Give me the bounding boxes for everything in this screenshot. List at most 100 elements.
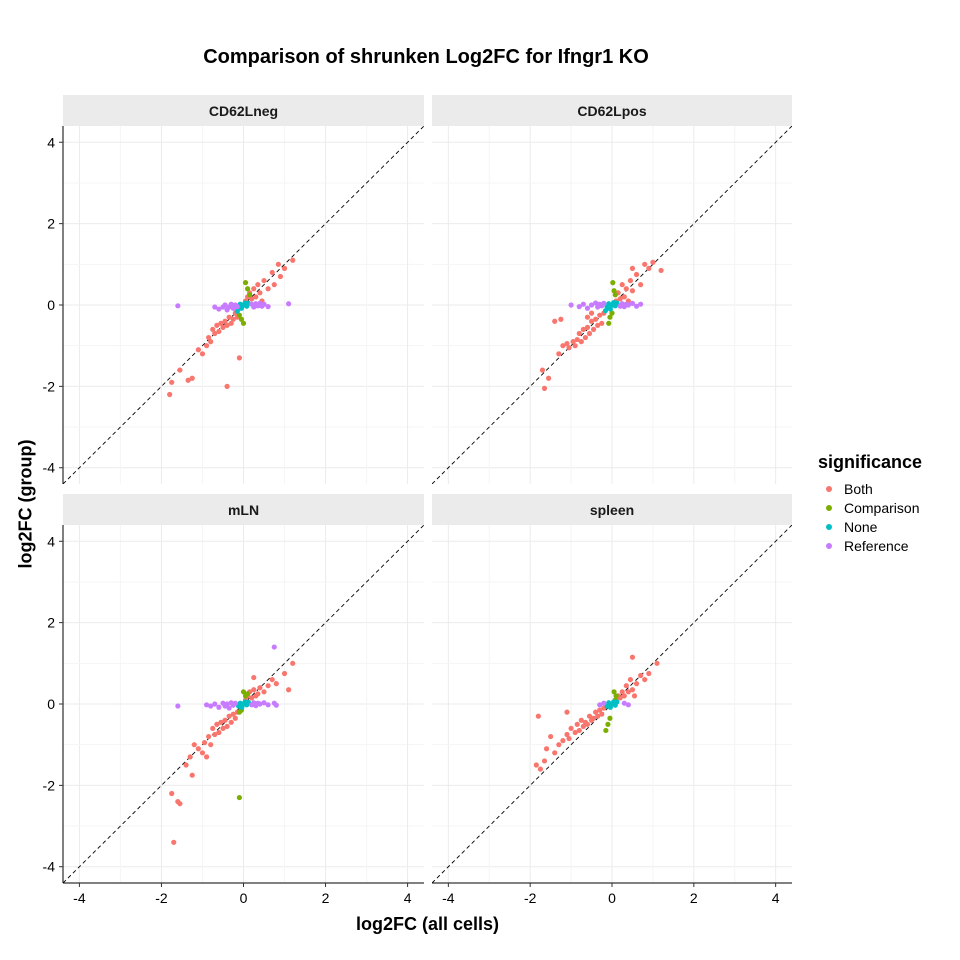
series-comparison xyxy=(236,280,253,326)
data-point xyxy=(558,316,564,322)
data-point xyxy=(629,265,636,271)
legend-item-none: None xyxy=(818,517,922,536)
data-point xyxy=(265,286,271,292)
data-point xyxy=(593,300,599,306)
data-point xyxy=(576,330,582,337)
facet-strip xyxy=(63,95,424,126)
data-point xyxy=(234,304,240,310)
data-point xyxy=(251,286,257,292)
data-point xyxy=(206,733,212,740)
data-point xyxy=(273,702,279,708)
series-none xyxy=(602,299,620,314)
data-point xyxy=(597,707,603,713)
legend-swatch-reference xyxy=(826,542,832,549)
data-point xyxy=(539,367,546,373)
series-reference xyxy=(175,300,292,313)
facet-strip-label: spleen xyxy=(590,502,634,518)
legend-label-both: Both xyxy=(844,480,873,497)
data-point xyxy=(633,271,640,278)
data-point xyxy=(541,758,548,764)
data-point xyxy=(236,355,242,361)
data-point xyxy=(621,700,627,706)
data-point xyxy=(242,280,249,286)
data-point xyxy=(228,719,234,725)
data-point xyxy=(226,713,232,719)
data-point xyxy=(224,701,230,707)
data-point xyxy=(208,703,214,709)
data-point xyxy=(564,709,570,715)
data-point xyxy=(177,801,183,807)
data-point xyxy=(169,790,175,797)
data-point xyxy=(261,700,267,706)
data-point xyxy=(230,711,236,717)
data-point xyxy=(175,703,181,709)
data-point xyxy=(222,717,228,723)
data-point xyxy=(629,654,636,660)
x-tick-label: 2 xyxy=(690,890,698,906)
y-tick-label: 4 xyxy=(47,134,55,150)
data-point xyxy=(642,676,648,683)
legend-item-both: Both xyxy=(818,479,922,498)
data-point xyxy=(552,750,558,756)
data-point xyxy=(537,766,544,772)
data-point xyxy=(265,304,271,310)
data-point xyxy=(588,318,595,324)
series-both xyxy=(539,259,664,391)
data-point xyxy=(614,699,620,705)
data-point xyxy=(247,292,253,298)
data-point xyxy=(548,733,554,740)
data-point xyxy=(281,670,288,677)
gridlines xyxy=(63,525,424,883)
x-axis-label: log2FC (all cells) xyxy=(355,914,500,934)
data-point xyxy=(588,302,595,308)
data-point xyxy=(627,676,634,683)
data-point xyxy=(611,689,617,695)
data-point xyxy=(623,683,629,689)
data-point xyxy=(541,385,548,391)
data-point xyxy=(212,304,218,310)
data-point xyxy=(236,709,242,715)
data-point xyxy=(614,300,620,306)
data-point xyxy=(167,391,173,398)
data-point xyxy=(195,746,201,752)
data-point xyxy=(545,375,552,381)
legend-swatch-both xyxy=(826,485,832,492)
x-tick-label: 4 xyxy=(772,890,780,906)
data-point xyxy=(269,269,275,276)
x-tick-label: 0 xyxy=(240,890,248,906)
data-point xyxy=(617,296,623,302)
data-point xyxy=(169,379,175,385)
data-point xyxy=(228,301,234,307)
series-both xyxy=(533,654,660,772)
data-point xyxy=(210,326,216,333)
data-point xyxy=(642,261,648,267)
data-point xyxy=(191,742,197,748)
data-point xyxy=(566,735,572,742)
data-point xyxy=(605,721,611,727)
data-point xyxy=(201,740,208,746)
data-point xyxy=(535,713,541,719)
data-point xyxy=(576,304,582,310)
x-tick-label: -2 xyxy=(155,890,168,906)
series-none xyxy=(604,699,620,710)
data-point xyxy=(610,280,616,286)
data-point xyxy=(613,693,619,699)
y-tick-label: -2 xyxy=(43,378,56,394)
data-point xyxy=(625,302,631,308)
data-point xyxy=(236,794,242,801)
data-point xyxy=(255,282,261,288)
data-point xyxy=(564,341,570,347)
facet-strip-label: CD62Lneg xyxy=(209,103,278,119)
data-point xyxy=(595,713,601,719)
data-point xyxy=(195,347,201,353)
data-point xyxy=(257,701,263,707)
y-tick-label: 2 xyxy=(47,615,55,631)
data-point xyxy=(580,301,586,307)
data-point xyxy=(625,689,631,695)
data-point xyxy=(623,286,629,292)
series-reference xyxy=(568,300,644,311)
data-point xyxy=(629,300,636,306)
data-point xyxy=(216,328,222,335)
data-point xyxy=(619,282,625,288)
y-tick-label: 2 xyxy=(47,216,55,232)
